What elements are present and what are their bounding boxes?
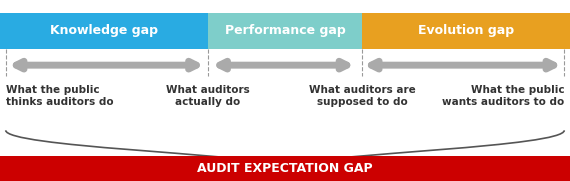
Text: AUDIT EXPECTATION GAP: AUDIT EXPECTATION GAP — [197, 162, 373, 175]
Text: Performance gap: Performance gap — [225, 24, 345, 37]
Text: What auditors
actually do: What auditors actually do — [166, 85, 250, 107]
FancyBboxPatch shape — [362, 13, 570, 49]
Text: What the public
wants auditors to do: What the public wants auditors to do — [442, 85, 564, 107]
FancyBboxPatch shape — [0, 156, 570, 181]
Text: What auditors are
supposed to do: What auditors are supposed to do — [308, 85, 416, 107]
Text: What the public
thinks auditors do: What the public thinks auditors do — [6, 85, 113, 107]
Text: Evolution gap: Evolution gap — [418, 24, 514, 37]
FancyBboxPatch shape — [0, 13, 208, 49]
FancyBboxPatch shape — [208, 13, 362, 49]
Text: Knowledge gap: Knowledge gap — [50, 24, 158, 37]
